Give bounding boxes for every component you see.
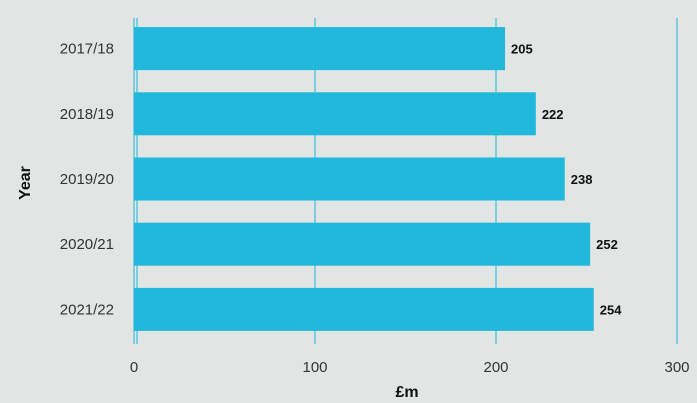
x-axis-title: £m: [395, 384, 418, 401]
data-label: 254: [600, 302, 622, 317]
data-label: 205: [511, 42, 533, 57]
bar: [134, 157, 565, 201]
category-label: 2019/20: [60, 171, 114, 188]
bar: [134, 92, 536, 136]
category-label: 2020/21: [60, 236, 114, 253]
x-tick-label: 100: [302, 359, 327, 376]
bar: [134, 222, 591, 266]
x-tick-label: 0: [130, 359, 138, 376]
x-tick-labels: 0 100 200 300: [130, 359, 690, 376]
x-tick-label: 300: [664, 359, 689, 376]
bar: [134, 287, 594, 331]
data-label: 238: [571, 172, 593, 187]
data-label: 222: [542, 107, 564, 122]
category-label: 2021/22: [60, 301, 114, 318]
category-label: 2018/19: [60, 106, 114, 123]
bar: [134, 27, 506, 71]
category-labels: 2017/18 2018/19 2019/20 2020/21 2021/22: [60, 41, 114, 319]
bars: [134, 27, 594, 331]
y-axis-title: Year: [17, 166, 34, 200]
data-labels: 205 222 238 252 254: [511, 42, 622, 318]
data-label: 252: [596, 237, 618, 252]
category-label: 2017/18: [60, 41, 114, 58]
x-tick-label: 200: [483, 359, 508, 376]
